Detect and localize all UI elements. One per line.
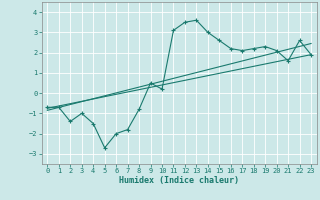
X-axis label: Humidex (Indice chaleur): Humidex (Indice chaleur) bbox=[119, 176, 239, 185]
